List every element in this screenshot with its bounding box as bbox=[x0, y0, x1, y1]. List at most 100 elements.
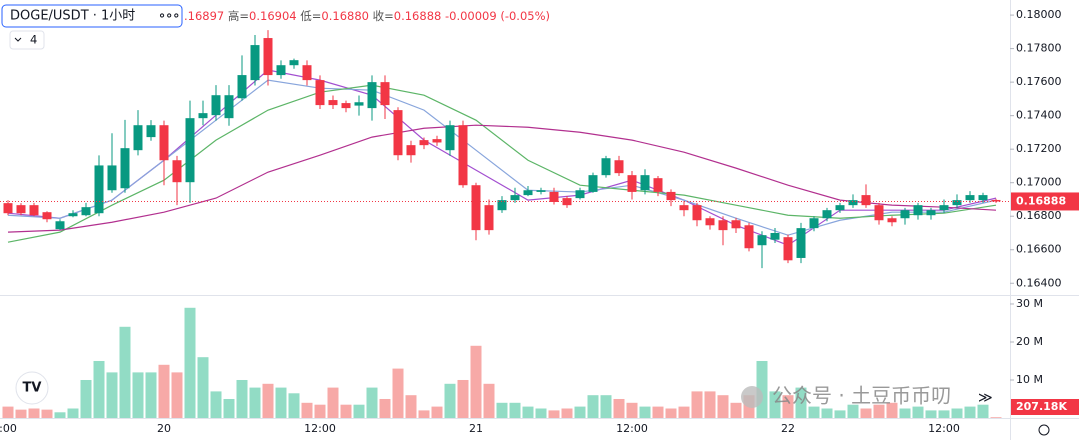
volume-bar bbox=[613, 398, 625, 418]
volume-bar bbox=[652, 406, 664, 418]
x-tick-label: 12:00 bbox=[616, 422, 648, 435]
chevron-icon bbox=[14, 37, 22, 42]
last-volume-label: 207.18K bbox=[1016, 400, 1067, 413]
volume-bar bbox=[418, 410, 430, 418]
candle-body bbox=[796, 228, 806, 258]
volume-bar bbox=[2, 406, 14, 418]
volume-bar bbox=[587, 395, 599, 418]
candle-body bbox=[354, 102, 364, 106]
last-volume-box bbox=[1011, 399, 1079, 415]
volume-bar bbox=[80, 379, 92, 418]
volume-bar bbox=[626, 402, 638, 418]
volume-bar bbox=[704, 391, 716, 418]
volume-bar bbox=[457, 379, 469, 418]
scroll-button[interactable]: ≫ bbox=[978, 390, 993, 406]
volume-bar bbox=[340, 404, 352, 418]
candle-body bbox=[627, 175, 637, 192]
last-price-label: 0.16888 bbox=[1016, 194, 1066, 207]
volume-bar bbox=[847, 404, 859, 418]
candle-body bbox=[94, 165, 104, 214]
volume-bar bbox=[54, 412, 66, 418]
candle-body bbox=[198, 113, 208, 119]
candle-body bbox=[744, 225, 754, 249]
candle-body bbox=[601, 158, 611, 176]
volume-bar bbox=[132, 372, 144, 418]
volume-bar bbox=[41, 409, 53, 418]
volume-bar bbox=[665, 408, 677, 418]
volume-bar bbox=[977, 404, 989, 418]
candle-body bbox=[497, 200, 507, 211]
indicator-count: 4 bbox=[30, 33, 37, 47]
candle-body bbox=[250, 45, 260, 81]
x-tick-label: 20 bbox=[157, 422, 171, 435]
volume-bar bbox=[353, 404, 365, 418]
volume-bar bbox=[405, 395, 417, 418]
more-button[interactable]: ∘∘∘ bbox=[158, 9, 180, 24]
volume-bar bbox=[15, 409, 27, 418]
volume-bar bbox=[67, 408, 79, 418]
volume-bar bbox=[314, 404, 326, 418]
candle-body bbox=[146, 125, 156, 138]
svg-text:TV: TV bbox=[23, 381, 42, 396]
volume-bar bbox=[236, 379, 248, 418]
volume-bar bbox=[964, 406, 976, 418]
candle-body bbox=[588, 175, 598, 192]
volume-bar bbox=[574, 406, 586, 418]
candle-body bbox=[536, 190, 546, 192]
close-value: 0.16888 bbox=[394, 9, 442, 23]
indicator-toggle[interactable] bbox=[9, 30, 45, 50]
volume-bar bbox=[93, 360, 105, 418]
candle-body bbox=[757, 235, 767, 246]
watermark-group: 公众号 · 土豆币币叨 bbox=[741, 384, 951, 408]
settings-icon[interactable] bbox=[1038, 424, 1050, 436]
watermark: 公众号 · 土豆币币叨 bbox=[772, 384, 951, 408]
volume-bar bbox=[808, 406, 820, 418]
candle-body bbox=[666, 191, 676, 201]
symbol-box[interactable] bbox=[1, 4, 183, 28]
candle-body bbox=[276, 65, 286, 76]
volume-bar bbox=[249, 387, 261, 418]
x-tick-label: 12:00 bbox=[304, 422, 336, 435]
candle-body bbox=[510, 195, 520, 201]
candle-body bbox=[419, 140, 429, 146]
y-tick-label: 0.18000 bbox=[1016, 8, 1062, 21]
candle-body bbox=[848, 200, 858, 206]
candle-body bbox=[458, 125, 468, 186]
candle-body bbox=[614, 160, 624, 174]
candle-body bbox=[107, 165, 117, 191]
volume-bar bbox=[223, 398, 235, 418]
y-tick-label: 0.16800 bbox=[1016, 209, 1062, 222]
y-tick-label: 0.17400 bbox=[1016, 109, 1062, 122]
candle-body bbox=[952, 200, 962, 206]
candle-body bbox=[835, 205, 845, 211]
volume-bar bbox=[210, 391, 222, 418]
candle-body bbox=[978, 195, 988, 201]
x-tick-label: :00 bbox=[0, 422, 17, 435]
candle-body bbox=[81, 207, 91, 216]
candle-body bbox=[302, 65, 312, 81]
volume-bar bbox=[717, 395, 729, 418]
candle-body bbox=[822, 210, 832, 219]
volume-bar bbox=[561, 408, 573, 418]
candle-body bbox=[211, 95, 221, 116]
candle-body bbox=[42, 212, 52, 220]
candle-body bbox=[133, 125, 143, 151]
close-label: 收= bbox=[373, 9, 394, 23]
candle-body bbox=[29, 205, 39, 216]
candle-body bbox=[861, 195, 871, 206]
candle-body bbox=[315, 80, 325, 106]
candle-body bbox=[874, 205, 884, 221]
volume-bar bbox=[990, 417, 1002, 418]
candle-body bbox=[16, 205, 26, 214]
volume-bar bbox=[470, 345, 482, 418]
volume-bar bbox=[886, 402, 898, 418]
candle-body bbox=[939, 205, 949, 211]
volume-bar bbox=[327, 387, 339, 418]
y-tick-label: 0.17200 bbox=[1016, 142, 1062, 155]
candle-body bbox=[341, 103, 351, 109]
candle-body bbox=[692, 205, 702, 221]
candle-body bbox=[172, 160, 182, 183]
candle-body bbox=[887, 218, 897, 223]
volume-bar bbox=[769, 391, 781, 418]
